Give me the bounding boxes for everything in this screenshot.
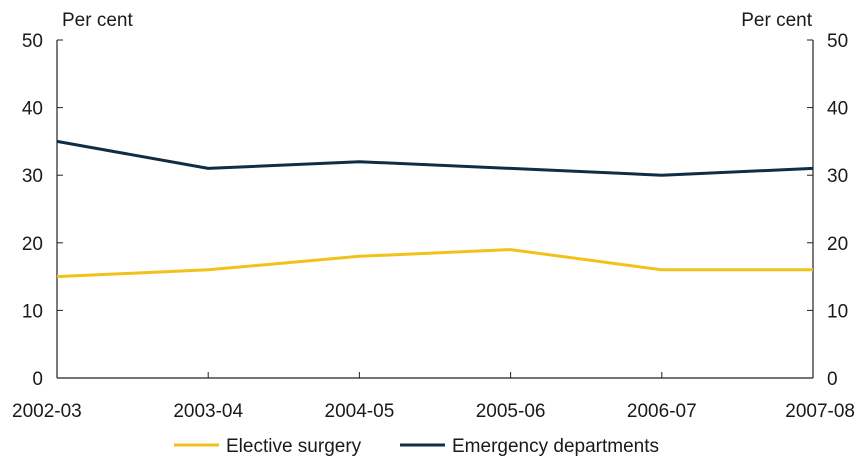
y-tick-label-left: 0 [32, 369, 43, 390]
series-line-emergency-departments [56, 139, 814, 177]
axes: 0 0 10 10 20 20 30 30 40 40 50 50 2002-03 2003-04 2004… [12, 31, 855, 422]
y-tick-label-right: 0 [827, 369, 838, 390]
y-tick-label-left: 40 [22, 99, 43, 120]
y-tick-label-right: 40 [827, 99, 848, 120]
y-tick-label-right: 30 [827, 166, 848, 187]
y-tick-label-right: 20 [827, 234, 848, 255]
x-tick-label: 2003-04 [173, 401, 243, 422]
x-tick-label: 2005-06 [476, 401, 546, 422]
y-axis-unit-right: Per cent [741, 10, 812, 31]
y-tick-label-right: 10 [827, 301, 848, 322]
y-tick-label-left: 10 [22, 301, 43, 322]
y-tick-label-left: 20 [22, 234, 43, 255]
x-tick-label: 2006-07 [627, 401, 697, 422]
legend: Elective surgery Emergency departments [174, 436, 659, 457]
series-layer [56, 139, 814, 279]
series-line-elective-surgery [56, 248, 813, 279]
y-tick-label-left: 30 [22, 166, 43, 187]
y-axis-unit-left: Per cent [62, 10, 133, 31]
y-tick-label-left: 50 [22, 31, 43, 52]
x-tick-label: 2002-03 [12, 401, 82, 422]
legend-label-elective-surgery: Elective surgery [226, 436, 362, 457]
y-tick-label-right: 50 [827, 31, 848, 52]
x-tick-label: 2007-08 [785, 401, 855, 422]
x-tick-label: 2004-05 [325, 401, 395, 422]
legend-label-emergency-departments: Emergency departments [452, 436, 659, 457]
